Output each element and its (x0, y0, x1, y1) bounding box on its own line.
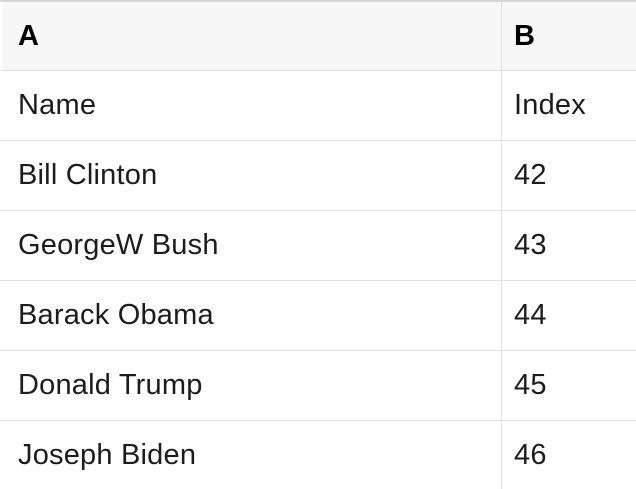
index-cell-text: 44 (514, 299, 547, 331)
name-cell-text: Bill Clinton (18, 159, 158, 191)
index-cell[interactable]: 42 (502, 141, 636, 210)
name-cell[interactable]: Joseph Biden (0, 421, 502, 489)
index-cell[interactable]: Index (502, 71, 636, 140)
name-cell[interactable]: GeorgeW Bush (0, 211, 502, 280)
index-cell[interactable]: 44 (502, 281, 636, 350)
name-cell-text: Name (18, 89, 97, 121)
index-cell[interactable]: 45 (502, 351, 636, 420)
index-cell-text: 45 (514, 369, 547, 401)
index-cell-text: 46 (514, 439, 547, 471)
column-header-a[interactable]: A (0, 2, 502, 70)
column-header-b[interactable]: B (502, 2, 636, 70)
column-header-b-label: B (514, 19, 536, 52)
name-cell-text: Barack Obama (18, 299, 214, 331)
index-cell[interactable]: 43 (502, 211, 636, 280)
table-row: Name Index (0, 71, 636, 141)
table-row: GeorgeW Bush 43 (0, 211, 636, 281)
index-cell-text: 42 (514, 159, 547, 191)
name-cell-text: Donald Trump (18, 369, 203, 401)
table-row: Barack Obama 44 (0, 281, 636, 351)
name-cell[interactable]: Barack Obama (0, 281, 502, 350)
name-cell[interactable]: Donald Trump (0, 351, 502, 420)
index-cell[interactable]: 46 (502, 421, 636, 489)
name-cell[interactable]: Bill Clinton (0, 141, 502, 210)
name-cell[interactable]: Name (0, 71, 502, 140)
table-row: Donald Trump 45 (0, 351, 636, 421)
table-row: Joseph Biden 46 (0, 421, 636, 489)
column-header-row: A B (0, 2, 636, 71)
table-row: Bill Clinton 42 (0, 141, 636, 211)
index-cell-text: Index (514, 89, 586, 121)
index-cell-text: 43 (514, 229, 547, 261)
name-cell-text: Joseph Biden (18, 439, 197, 471)
column-header-a-label: A (18, 19, 40, 52)
name-cell-text: GeorgeW Bush (18, 229, 219, 261)
